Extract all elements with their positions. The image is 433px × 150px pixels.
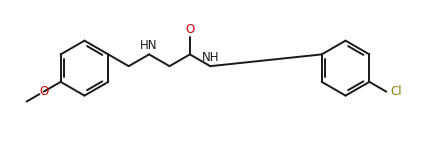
Text: HN: HN: [140, 39, 158, 52]
Text: NH: NH: [201, 51, 219, 64]
Text: O: O: [39, 85, 48, 98]
Text: O: O: [185, 23, 194, 36]
Text: Cl: Cl: [390, 85, 402, 98]
